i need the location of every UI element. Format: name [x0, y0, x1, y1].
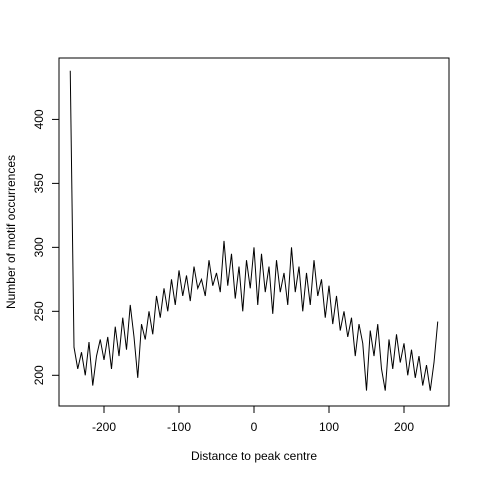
- x-tick-label: 100: [319, 420, 339, 434]
- y-axis-label: Number of motif occurrences: [4, 155, 18, 309]
- x-tick-label: 200: [394, 420, 414, 434]
- x-tick-label: -200: [92, 420, 116, 434]
- y-tick-label: 350: [32, 173, 46, 193]
- y-tick-label: 300: [32, 237, 46, 257]
- x-tick-label: 0: [251, 420, 258, 434]
- x-tick-label: -100: [167, 420, 191, 434]
- x-axis-label: Distance to peak centre: [191, 449, 317, 463]
- y-tick-label: 250: [32, 301, 46, 321]
- y-tick-label: 400: [32, 109, 46, 129]
- y-tick-label: 200: [32, 365, 46, 385]
- data-line: [69, 70, 439, 391]
